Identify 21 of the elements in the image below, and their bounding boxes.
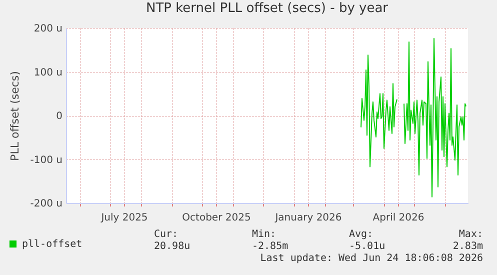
y-tick-label: 0 xyxy=(56,111,62,122)
text: -2.85m xyxy=(252,241,288,252)
text: Min: xyxy=(252,229,276,240)
x-tick-label: January 2026 xyxy=(274,212,342,224)
legend-label: pll-offset xyxy=(22,239,82,250)
y-axis-title: PLL offset (secs) xyxy=(8,71,22,161)
text: 20.98u xyxy=(154,241,190,252)
y-tick-label: -100 u xyxy=(30,154,62,166)
chart-title: NTP kernel PLL offset (secs) - by year xyxy=(146,1,389,16)
y-tick-label: 100 u xyxy=(34,67,62,78)
x-tick-label: October 2025 xyxy=(182,212,251,224)
text: -5.01u xyxy=(349,241,386,252)
x-tick-label: April 2026 xyxy=(372,212,424,224)
text: 2.83m xyxy=(452,241,483,252)
text: Avg: xyxy=(349,229,374,240)
text: Last update: Wed Jun 24 18:06:08 2026 xyxy=(260,253,483,264)
y-tick-label: -200 u xyxy=(30,198,62,210)
x-tick-label: July 2025 xyxy=(100,212,148,224)
y-tick-label: 200 u xyxy=(34,24,62,34)
text: Max: xyxy=(458,229,483,240)
text: Cur: xyxy=(154,229,178,240)
